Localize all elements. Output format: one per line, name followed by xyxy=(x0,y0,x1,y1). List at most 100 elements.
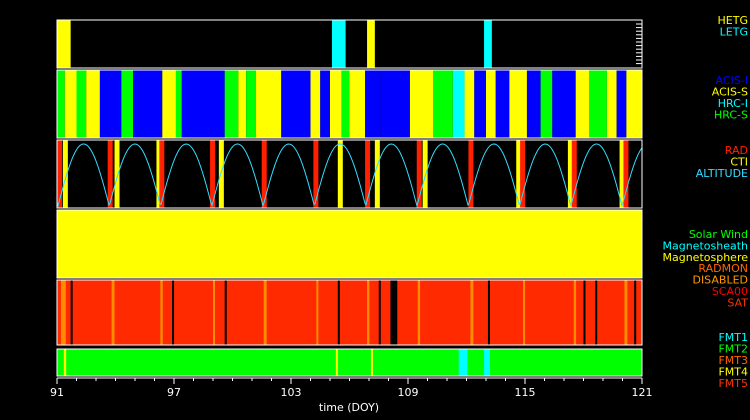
instrument-segment-8 xyxy=(175,70,182,138)
cti-bar-0 xyxy=(62,140,68,208)
legend-fmt4: FMT4 xyxy=(718,366,748,379)
altitude-curve xyxy=(56,143,643,208)
radmon-marker-8 xyxy=(316,280,319,345)
legend-solar-wind: Solar Wind xyxy=(689,228,748,241)
grating-segment-1 xyxy=(331,20,346,68)
instrument-segment-29 xyxy=(509,70,527,138)
legend-magnetosheath: Magnetosheath xyxy=(663,240,749,253)
x-tick-label-0: 91 xyxy=(50,386,64,399)
radmon-marker-19 xyxy=(595,280,598,345)
instrument-segment-17 xyxy=(330,70,342,138)
cti-bar-6 xyxy=(422,140,428,208)
cti-bar-7 xyxy=(516,140,522,208)
legend-magnetosphere: Magnetosphere xyxy=(663,251,749,264)
radmon-marker-17 xyxy=(573,280,577,345)
grating-frame xyxy=(56,19,643,69)
instrument-segment-7 xyxy=(162,70,176,138)
cti-bar-9 xyxy=(619,140,625,208)
instrument-segment-31 xyxy=(540,70,553,138)
environment-segment-0 xyxy=(57,210,642,278)
radmon-marker-13 xyxy=(417,280,421,345)
legend-disabled: DISABLED xyxy=(692,274,748,287)
cti-bar-2 xyxy=(156,140,162,208)
legend-rad: RAD xyxy=(725,144,748,157)
instrument-segment-13 xyxy=(255,70,282,138)
instrument-segment-11 xyxy=(238,70,247,138)
x-tick-label-3: 109 xyxy=(398,386,419,399)
x-tick-label-1: 97 xyxy=(167,386,181,399)
instrument-segment-35 xyxy=(606,70,617,138)
rad-bar-0 xyxy=(56,140,62,208)
instrument-segment-27 xyxy=(486,70,496,138)
rad-bar-9 xyxy=(520,140,526,208)
format-marker-0 xyxy=(63,349,67,376)
format-marker-4 xyxy=(484,349,490,376)
instrument-segment-18 xyxy=(341,70,350,138)
legend-acis-i: ACIS-I xyxy=(716,74,748,87)
legend-cti: CTI xyxy=(730,156,748,169)
rad-bar-3 xyxy=(210,140,216,208)
legend-hrc-i: HRC-I xyxy=(718,97,748,110)
panel-environment xyxy=(56,209,643,279)
instrument-segment-30 xyxy=(526,70,541,138)
format-frame xyxy=(56,348,643,377)
instrument-segment-36 xyxy=(616,70,627,138)
legend-hrc-s: HRC-S xyxy=(714,109,748,122)
radiation-frame xyxy=(56,139,643,209)
radmon-marker-15 xyxy=(487,280,490,345)
rad-bar-2 xyxy=(159,140,165,208)
x-tick-label-2: 103 xyxy=(281,386,302,399)
instrument-segment-15 xyxy=(310,70,321,138)
radmon-marker-12 xyxy=(390,280,398,345)
x-axis: 91 97 103 109 115 121 xyxy=(50,377,653,399)
instrument-segment-3 xyxy=(86,70,100,138)
instrument-segment-14 xyxy=(281,70,311,138)
legend-fmt5: FMT5 xyxy=(718,377,748,390)
radmon-marker-1 xyxy=(70,280,73,345)
instrument-segment-21 xyxy=(380,70,410,138)
cti-bar-3 xyxy=(218,140,224,208)
legend-letg: LETG xyxy=(720,26,748,39)
radmon-marker-5 xyxy=(213,280,215,345)
instrument-segment-4 xyxy=(99,70,122,138)
radmon-marker-0 xyxy=(60,280,66,345)
grating-segment-0 xyxy=(57,20,71,68)
radmon-marker-6 xyxy=(224,280,227,345)
legend-fmt1: FMT1 xyxy=(718,331,748,344)
grating-background xyxy=(57,20,642,68)
radmon-marker-4 xyxy=(172,280,175,345)
legend-fmt3: FMT3 xyxy=(718,354,748,367)
rad-bar-11 xyxy=(623,140,629,208)
panel-radmon xyxy=(56,279,643,346)
radmon-frame xyxy=(56,279,643,346)
instrument-segment-2 xyxy=(76,70,87,138)
instrument-segment-24 xyxy=(452,70,465,138)
panel-format xyxy=(56,348,643,377)
radmon-marker-18 xyxy=(583,280,586,345)
panels-layer xyxy=(56,19,643,377)
format-marker-1 xyxy=(335,349,338,376)
format-marker-3 xyxy=(458,349,468,376)
instrument-segment-25 xyxy=(464,70,475,138)
legend-acis-s: ACIS-S xyxy=(712,86,748,99)
instrument-segment-16 xyxy=(320,70,330,138)
legend-radmon: RADMON xyxy=(698,262,748,275)
rad-bar-1 xyxy=(107,140,113,208)
radiation-background xyxy=(57,140,642,208)
instrument-segment-32 xyxy=(552,70,576,138)
instrument-segment-10 xyxy=(224,70,239,138)
cti-bar-1 xyxy=(114,140,120,208)
instrument-segment-28 xyxy=(495,70,510,138)
instrument-frame xyxy=(56,69,643,139)
instrument-segment-1 xyxy=(64,70,77,138)
radmon-marker-9 xyxy=(337,280,340,345)
radmon-marker-3 xyxy=(160,280,163,345)
instrument-segment-23 xyxy=(433,70,453,138)
radmon-marker-2 xyxy=(111,280,115,345)
radmon-background xyxy=(57,280,642,345)
instrument-segment-0 xyxy=(57,70,65,138)
legend-fmt2: FMT2 xyxy=(718,343,748,356)
rad-bar-10 xyxy=(571,140,577,208)
